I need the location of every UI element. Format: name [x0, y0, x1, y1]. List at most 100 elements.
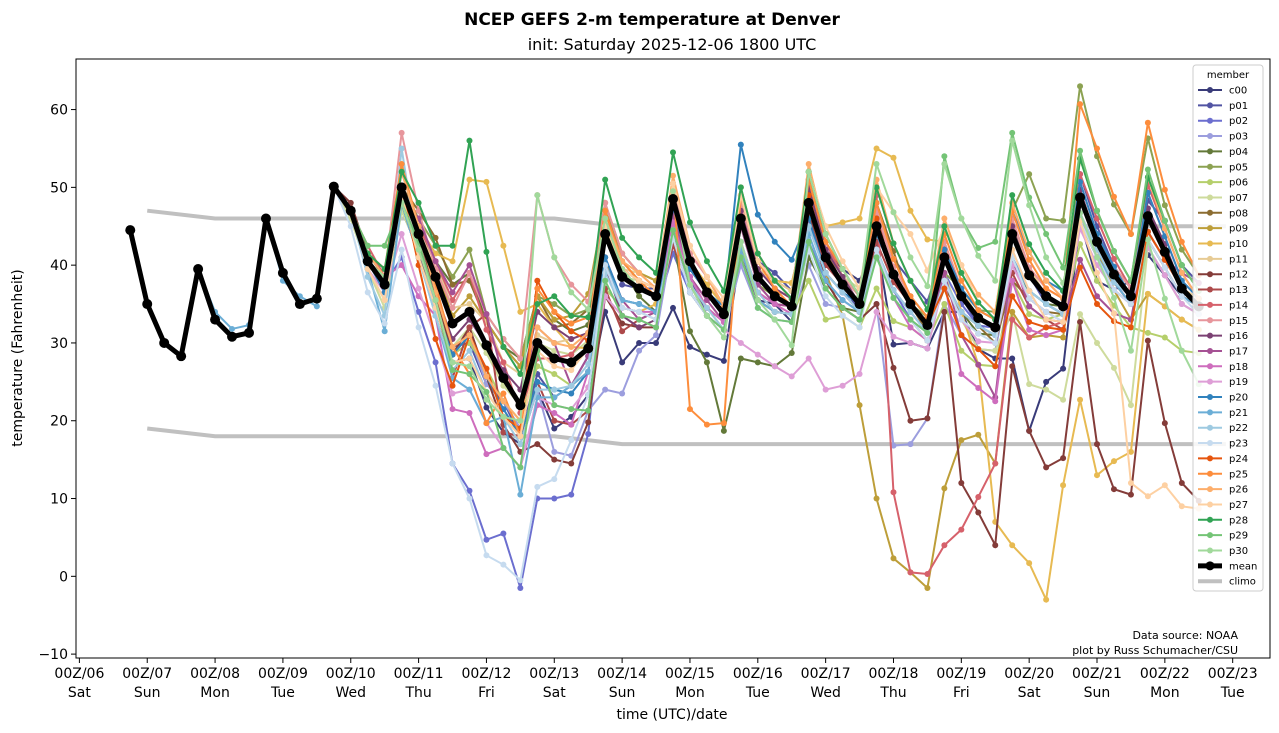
legend-label: p21 — [1229, 408, 1248, 419]
point-p23 — [1043, 308, 1050, 315]
point-p22 — [568, 382, 575, 389]
point-p15 — [602, 199, 609, 206]
point-p24 — [449, 382, 456, 389]
point-p10 — [856, 215, 863, 222]
mean-point — [1125, 291, 1136, 302]
mean-point — [922, 320, 933, 331]
point-p29 — [873, 254, 880, 261]
x-tick-weekday: Fri — [953, 685, 970, 701]
point-p20 — [1077, 178, 1084, 185]
y-tick-label: 60 — [50, 103, 68, 119]
point-p29 — [805, 238, 812, 245]
mean-point — [430, 271, 441, 282]
point-p24 — [1043, 324, 1050, 331]
point-p25 — [958, 277, 965, 284]
point-p24 — [975, 346, 982, 353]
x-tick-label: 00Z/19 — [936, 666, 986, 682]
x-tick-weekday: Sun — [609, 685, 636, 701]
point-p05 — [1161, 202, 1168, 209]
point-p29 — [839, 304, 846, 311]
point-p25 — [1077, 101, 1084, 108]
point-p08 — [449, 281, 456, 288]
point-p04 — [754, 359, 761, 366]
point-p29 — [568, 406, 575, 413]
point-p24 — [1026, 318, 1033, 325]
mean-point — [396, 182, 407, 193]
point-p29 — [636, 316, 643, 323]
point-p04 — [636, 293, 643, 300]
point-p12 — [1009, 363, 1016, 370]
legend-label: p11 — [1229, 254, 1248, 265]
legend-label: p26 — [1229, 485, 1248, 496]
point-p19 — [415, 285, 422, 292]
point-p24 — [534, 277, 541, 284]
point-p04 — [737, 355, 744, 362]
point-p06 — [1026, 311, 1033, 318]
point-p28 — [636, 254, 643, 261]
point-p17 — [432, 258, 439, 265]
mean-point — [752, 271, 763, 282]
point-p07 — [1110, 364, 1117, 371]
point-p26 — [500, 398, 507, 405]
point-p28 — [958, 269, 965, 276]
point-p17 — [703, 297, 710, 304]
point-p29 — [1144, 166, 1151, 173]
mean-point — [684, 256, 695, 267]
mean-point — [481, 340, 492, 351]
point-p18 — [466, 409, 473, 416]
series-line-p06 — [129, 183, 1199, 423]
point-p11 — [466, 301, 473, 308]
point-p20 — [568, 390, 575, 397]
legend-item-p08: p08 — [1198, 208, 1248, 219]
mean-point — [142, 299, 153, 310]
point-p29 — [500, 444, 507, 451]
point-p05 — [466, 246, 473, 253]
point-p09 — [890, 555, 897, 562]
point-p23 — [483, 552, 490, 559]
legend-label: p17 — [1229, 346, 1248, 357]
point-p07 — [992, 347, 999, 354]
point-p25 — [1026, 256, 1033, 263]
x-tick-weekday: Tue — [745, 685, 770, 701]
point-p10 — [1077, 396, 1084, 403]
legend-label: p23 — [1229, 439, 1248, 450]
point-p27 — [1161, 482, 1168, 489]
mean-point — [939, 252, 950, 263]
series-line-p22 — [129, 148, 1200, 447]
point-p23 — [924, 337, 931, 344]
point-p26 — [1178, 269, 1185, 276]
point-p30 — [975, 252, 982, 259]
point-p29 — [924, 329, 931, 336]
mean-point — [651, 291, 662, 302]
mean-point — [498, 372, 509, 383]
point-p22 — [975, 322, 982, 329]
point-p21 — [585, 368, 592, 375]
point-p30 — [500, 413, 507, 420]
point-p03 — [619, 390, 626, 397]
point-p02 — [585, 430, 592, 437]
legend-item-p24: p24 — [1198, 454, 1248, 465]
point-p26 — [483, 373, 490, 380]
point-p23 — [602, 262, 609, 269]
point-p27 — [907, 231, 914, 238]
point-p26 — [636, 269, 643, 276]
legend-label: p03 — [1229, 132, 1248, 143]
point-p19 — [873, 308, 880, 315]
legend-item-p28: p28 — [1198, 515, 1248, 526]
legend-item-p22: p22 — [1198, 423, 1248, 434]
series-line-p13 — [129, 183, 1200, 438]
point-p25 — [602, 207, 609, 214]
point-p18 — [771, 301, 778, 308]
point-p12 — [1178, 479, 1185, 486]
point-p22 — [1043, 301, 1050, 308]
point-p06 — [1094, 277, 1101, 284]
legend-label: p08 — [1229, 208, 1248, 219]
point-p21 — [839, 297, 846, 304]
mean-point — [634, 283, 645, 294]
legend-item-p30: p30 — [1198, 546, 1248, 557]
point-p19 — [1178, 301, 1185, 308]
point-p13 — [466, 324, 473, 331]
point-p10 — [466, 176, 473, 183]
point-p18 — [1026, 326, 1033, 333]
x-tick-weekday: Fri — [478, 685, 495, 701]
